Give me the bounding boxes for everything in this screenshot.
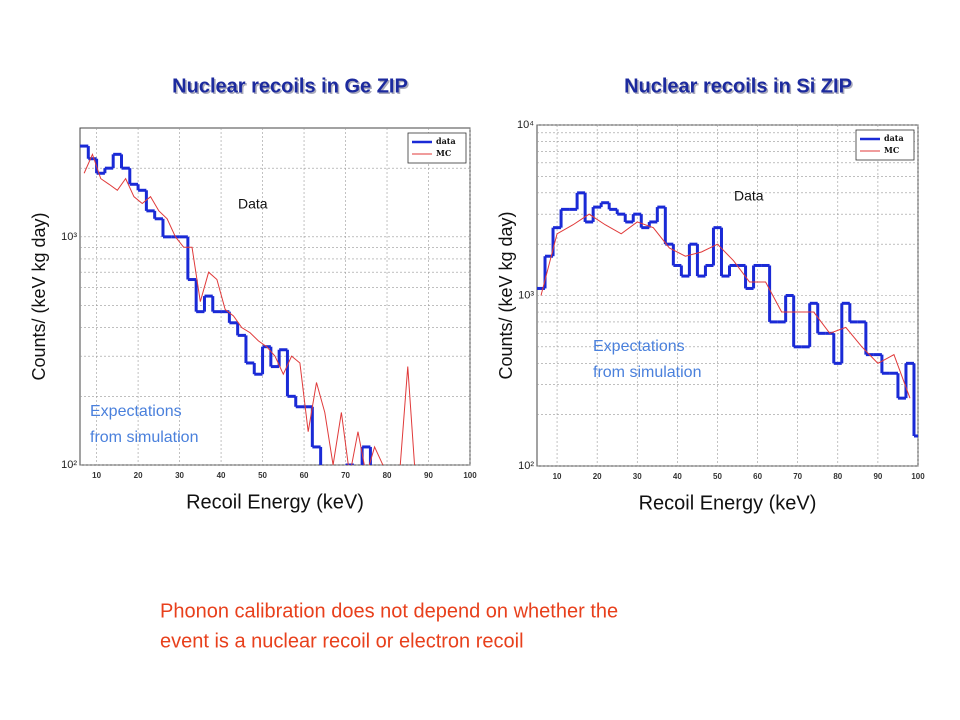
- x-tick-label: 90: [873, 472, 882, 481]
- x-tick-label: 40: [217, 471, 226, 480]
- mc-line: [83, 152, 416, 465]
- annotation: Data: [238, 196, 268, 212]
- plot-clip: [537, 191, 918, 438]
- annotation: Data: [734, 188, 764, 204]
- y-axis-label: Counts/ (keV kg day): [496, 211, 516, 379]
- x-tick-label: 10: [92, 471, 101, 480]
- x-tick-label: 20: [593, 472, 602, 481]
- y-axis-label: Counts/ (keV kg day): [29, 212, 49, 380]
- y-tick-label: 10³: [518, 289, 534, 301]
- y-tick-label: 10³: [61, 231, 77, 243]
- legend-label: data: [436, 136, 456, 146]
- x-tick-label: 70: [341, 471, 350, 480]
- legend-box: [407, 132, 467, 164]
- y-tick-label: 10²: [61, 459, 77, 471]
- footer-line: Phonon calibration does not depend on wh…: [160, 600, 618, 622]
- x-tick-label: 30: [633, 472, 642, 481]
- x-tick-label: 60: [753, 472, 762, 481]
- annotation: Expectations: [593, 338, 685, 355]
- y-tick-label: 10²: [518, 460, 534, 472]
- chart-title: Nuclear recoils in Si ZIP: [624, 75, 852, 97]
- x-tick-label: 80: [383, 471, 392, 480]
- x-tick-label: 100: [463, 471, 477, 480]
- plot-clip: [80, 144, 416, 465]
- x-tick-label: 50: [258, 471, 267, 480]
- footer-line: event is a nuclear recoil or electron re…: [160, 630, 524, 652]
- mc-line: [540, 213, 911, 399]
- legend-label: MC: [436, 148, 451, 158]
- chart: 10 20 30 40 50 60 70 80 90 100 10² 10³ Nuclear recoi…: [29, 75, 477, 513]
- x-tick-label: 50: [713, 472, 722, 481]
- chart-title: Nuclear recoils in Si ZIP: [626, 77, 854, 99]
- x-tick-label: 100: [911, 472, 925, 481]
- x-axis-label: Recoil Energy (keV): [186, 491, 364, 513]
- chart-title: Nuclear recoils in Ge ZIP: [174, 77, 410, 99]
- annotation: Expectations: [90, 403, 182, 420]
- legend-label: data: [884, 133, 904, 143]
- x-tick-label: 30: [175, 471, 184, 480]
- x-tick-label: 10: [553, 472, 562, 481]
- annotation: from simulation: [593, 364, 701, 381]
- x-tick-label: 40: [673, 472, 682, 481]
- x-tick-label: 60: [300, 471, 309, 480]
- chart: 10 20 30 40 50 60 70 80 90 100 10² 10³ 10⁴ Nuclear re…: [496, 75, 925, 514]
- legend-label: MC: [884, 145, 899, 155]
- x-tick-label: 90: [424, 471, 433, 480]
- y-tick-label: 10⁴: [517, 119, 534, 131]
- x-axis-label: Recoil Energy (keV): [639, 492, 817, 514]
- legend-box: [855, 129, 915, 161]
- x-tick-label: 20: [134, 471, 143, 480]
- x-tick-label: 70: [793, 472, 802, 481]
- chart-title: Nuclear recoils in Ge ZIP: [172, 75, 408, 97]
- annotation: from simulation: [90, 429, 198, 446]
- x-tick-label: 80: [833, 472, 842, 481]
